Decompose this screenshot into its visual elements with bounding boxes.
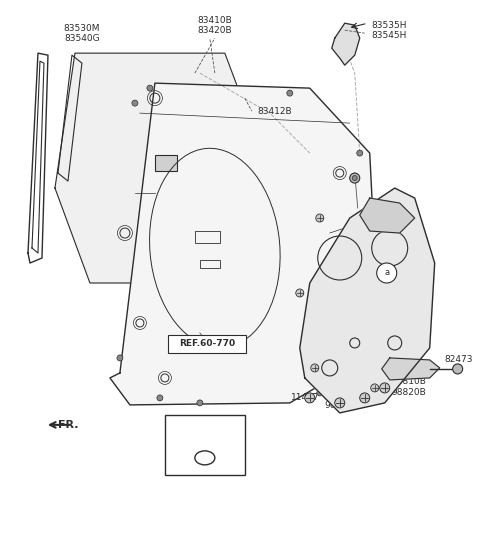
- Circle shape: [197, 400, 203, 406]
- Circle shape: [350, 173, 360, 183]
- Text: 83530M
83540G: 83530M 83540G: [64, 24, 100, 43]
- Text: FR.: FR.: [58, 420, 78, 430]
- Polygon shape: [360, 198, 415, 233]
- Circle shape: [296, 289, 304, 297]
- Polygon shape: [382, 358, 440, 380]
- Circle shape: [377, 263, 396, 283]
- Circle shape: [317, 390, 323, 396]
- Text: 82473: 82473: [444, 356, 473, 364]
- Text: REF.60-770: REF.60-770: [179, 339, 235, 349]
- Text: 11407: 11407: [290, 393, 319, 402]
- Circle shape: [132, 100, 138, 106]
- Circle shape: [157, 395, 163, 401]
- Text: 83410B
83420B: 83410B 83420B: [197, 16, 232, 35]
- Circle shape: [357, 150, 363, 156]
- Polygon shape: [55, 53, 270, 283]
- Text: 1327CB: 1327CB: [362, 209, 397, 218]
- Circle shape: [147, 85, 153, 91]
- Circle shape: [367, 230, 373, 236]
- Bar: [168, 335, 246, 353]
- Circle shape: [352, 175, 357, 181]
- Text: 98810B
98820B: 98810B 98820B: [392, 377, 427, 396]
- Text: 83412B: 83412B: [258, 106, 292, 116]
- Bar: [165, 415, 245, 475]
- Bar: [195, 231, 220, 243]
- Text: 96301A: 96301A: [324, 401, 359, 410]
- Polygon shape: [300, 188, 435, 413]
- Polygon shape: [110, 83, 375, 405]
- Circle shape: [453, 364, 463, 374]
- Circle shape: [371, 384, 379, 392]
- Text: 83471D
83481F: 83471D 83481F: [380, 285, 415, 305]
- Circle shape: [287, 90, 293, 96]
- Circle shape: [117, 355, 123, 361]
- Text: 83535H
83545H: 83535H 83545H: [372, 21, 407, 40]
- Circle shape: [352, 355, 358, 361]
- Circle shape: [305, 393, 315, 403]
- Text: a  1731JE: a 1731JE: [184, 431, 226, 440]
- Text: a: a: [384, 268, 389, 277]
- Circle shape: [335, 398, 345, 408]
- Polygon shape: [332, 23, 360, 65]
- Circle shape: [311, 364, 319, 372]
- Circle shape: [380, 383, 390, 393]
- Circle shape: [316, 214, 324, 222]
- Bar: [155, 155, 177, 171]
- Bar: [200, 260, 220, 268]
- Circle shape: [360, 393, 370, 403]
